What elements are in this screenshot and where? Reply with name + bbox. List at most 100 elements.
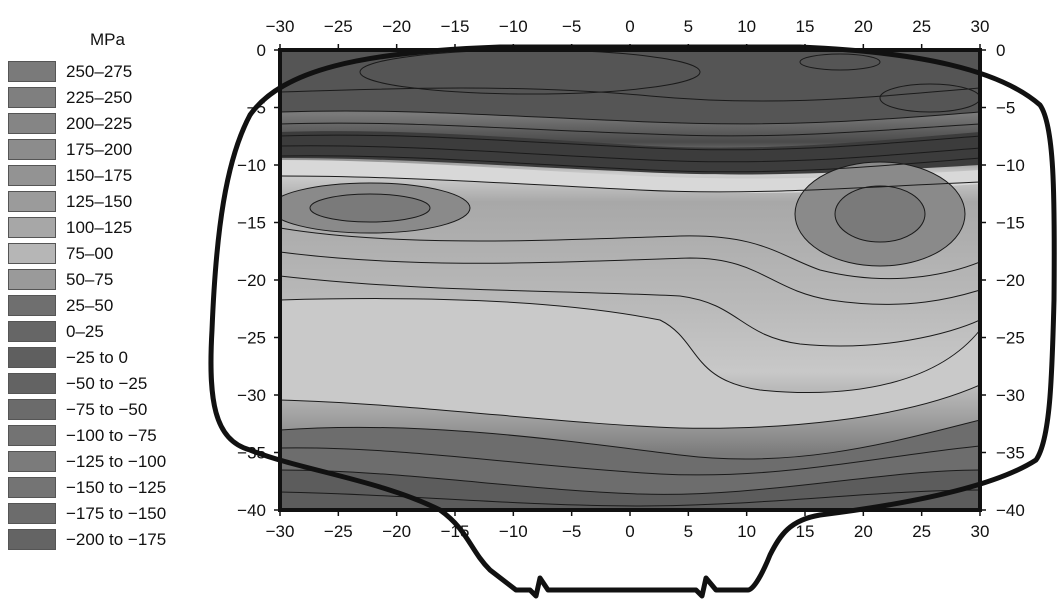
contour-line [799, 53, 881, 71]
legend-item: 200–225 [8, 112, 203, 138]
legend-item: −125 to −100 [8, 450, 203, 476]
x-tick-label-top: 25 [912, 17, 931, 36]
legend-label: −75 to −50 [66, 400, 148, 419]
legend-swatch [8, 321, 56, 342]
contour-line [280, 110, 980, 125]
contour-line [879, 83, 980, 113]
legend-item: 125–150 [8, 190, 203, 216]
legend-label: −100 to −75 [66, 426, 157, 445]
legend-label: −125 to −100 [66, 452, 167, 471]
x-tick-label-bottom: 15 [796, 522, 815, 541]
legend-label: 175–200 [66, 140, 133, 159]
legend-swatch [8, 477, 56, 498]
x-tick-label-bottom: 20 [854, 522, 873, 541]
legend-item: −25 to 0 [8, 346, 203, 372]
x-tick-label-bottom: −10 [499, 522, 528, 541]
x-tick-label-top: −15 [441, 17, 470, 36]
legend-title: MPa [90, 30, 125, 49]
contour-line [280, 227, 980, 280]
legend-label: 125–150 [66, 192, 133, 211]
contour-line [280, 445, 980, 476]
legend-item: 150–175 [8, 164, 203, 190]
contour-lines [280, 50, 980, 507]
cross-section-outline [208, 44, 1057, 599]
legend-swatch [8, 217, 56, 238]
region-bottom-band-dark [280, 470, 980, 510]
legend-swatch [8, 373, 56, 394]
legend-label: 75–00 [66, 244, 114, 263]
y-tick-label-right: −20 [996, 271, 1025, 290]
y-tick-label-left: −10 [237, 156, 266, 175]
y-tick-label-left: −15 [237, 214, 266, 233]
x-tick-label-top: −25 [324, 17, 353, 36]
y-tick-label-right: 0 [996, 41, 1005, 60]
x-tick-label-top: 0 [625, 17, 634, 36]
contour-line [280, 145, 980, 163]
legend-item: 175–200 [8, 138, 203, 164]
region-top-band [280, 50, 980, 124]
contour-line [280, 134, 980, 151]
y-tick-label-left: −5 [247, 99, 266, 118]
legend-swatch [8, 139, 56, 160]
y-tick-label-right: −30 [996, 386, 1025, 405]
legend-item: −50 to −25 [8, 372, 203, 398]
legend-swatch [8, 295, 56, 316]
x-tick-label-top: 30 [971, 17, 990, 36]
legend: MPa 250–275 225–250 200–225 175–200 150–175 1… [0, 0, 205, 612]
legend-label: 150–175 [66, 166, 133, 185]
axis-ticks: −30 −30 −25 −25 −20 −20 −15 −15 −10 −10 −5 −5 0 0 5 5 10… [237, 17, 1025, 541]
x-tick-label-bottom: 30 [971, 522, 990, 541]
y-tick-label-right: −25 [996, 329, 1025, 348]
x-tick-label-bottom: −5 [562, 522, 581, 541]
contour-line [280, 87, 980, 102]
contour-line [280, 384, 980, 429]
legend-item: −200 to −175 [8, 528, 203, 554]
x-tick-label-bottom: 5 [684, 522, 693, 541]
x-tick-label-top: −30 [266, 17, 295, 36]
contour-line [280, 469, 980, 495]
legend-swatch [8, 165, 56, 186]
legend-label: −25 to 0 [66, 348, 128, 367]
contour-line [280, 182, 471, 234]
legend-item: 50–75 [8, 268, 203, 294]
region-light-band [280, 160, 980, 193]
plot-area [280, 50, 980, 510]
region-top-dark-ridge [280, 131, 980, 175]
legend-label: −150 to −125 [66, 478, 167, 497]
x-tick-label-top: 10 [737, 17, 756, 36]
contour-line [280, 175, 980, 193]
legend-swatch [8, 529, 56, 550]
legend-swatch [8, 451, 56, 472]
contour-line [280, 489, 980, 507]
region-right-lobe-core [835, 186, 925, 242]
y-tick-label-left: −25 [237, 329, 266, 348]
x-tick-label-bottom: −15 [441, 522, 470, 541]
legend-label: −175 to −150 [66, 504, 167, 523]
legend-swatch [8, 243, 56, 264]
legend-swatch [8, 425, 56, 446]
legend-swatch [8, 269, 56, 290]
legend-label: 25–50 [66, 296, 114, 315]
legend-swatch [8, 113, 56, 134]
x-tick-label-top: 15 [796, 17, 815, 36]
legend-label: −200 to −175 [66, 530, 167, 549]
x-tick-label-top: −5 [562, 17, 581, 36]
legend-swatch [8, 399, 56, 420]
legend-item: 75–00 [8, 242, 203, 268]
x-tick-label-top: −20 [382, 17, 411, 36]
contour-line [280, 155, 980, 173]
y-tick-label-left: −20 [237, 271, 266, 290]
y-tick-label-right: −40 [996, 501, 1025, 520]
contour-line [309, 193, 431, 223]
region-left-lobe-core [310, 194, 430, 222]
contour-line [280, 419, 980, 460]
y-tick-label-left: −40 [237, 501, 266, 520]
legend-item: 250–275 [8, 60, 203, 86]
x-tick-label-top: −10 [499, 17, 528, 36]
legend-label: 0–25 [66, 322, 104, 341]
y-tick-label-right: −10 [996, 156, 1025, 175]
legend-label: 200–225 [66, 114, 133, 133]
contour-line [359, 50, 701, 95]
legend-label: 250–275 [66, 62, 133, 81]
x-tick-label-bottom: −30 [266, 522, 295, 541]
